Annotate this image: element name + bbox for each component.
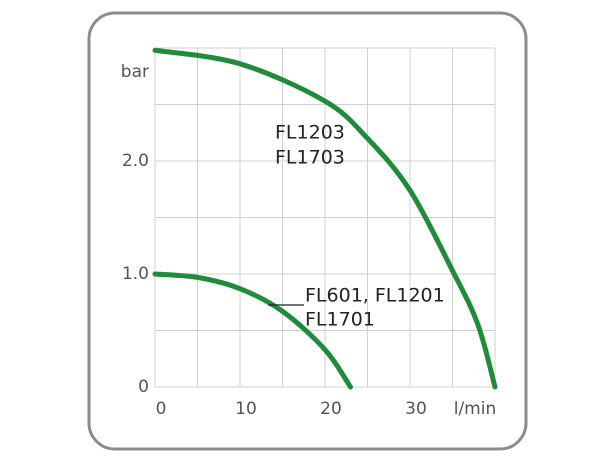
x-axis-label: l/min [454,399,497,419]
y-axis-label: bar [121,62,149,82]
frame [87,11,528,451]
curve-label: FL601, FL1201 [305,285,445,307]
x-tick-label: 20 [320,399,342,419]
y-tick-label: 0 [138,377,149,397]
curve [152,47,498,390]
y-tick-label: 2.0 [122,151,149,171]
y-tick-label: 1.0 [122,264,149,284]
x-tick-label: 10 [235,399,257,419]
x-tick-label: 30 [405,399,427,419]
curve [152,271,353,390]
curve-label: FL1203 [275,122,345,144]
curve-label: FL1703 [275,147,345,169]
x-tick-label: 0 [156,399,167,419]
curve-label: FL1701 [305,309,375,331]
